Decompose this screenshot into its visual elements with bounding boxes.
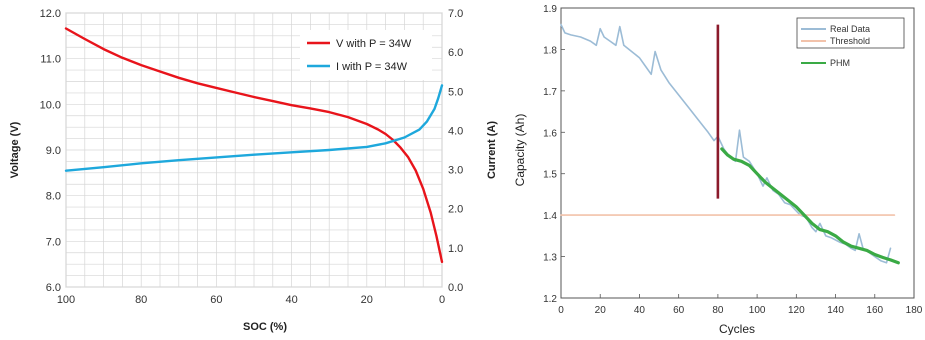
right-x-tick-label: 20 [595,305,607,316]
right-x-tick-label: 120 [788,305,805,316]
right-chart: 1.2 1.3 1.4 1.5 1.6 1.7 1.8 1.9 0 20 40 60 80 100 120… [513,4,923,336]
current-series-line [64,84,444,172]
left-x-tick-label: 0 [439,294,445,306]
right-x-tick-label: 0 [558,305,564,316]
right-x-tick-label: 100 [749,305,766,316]
right-x-tick-label: 40 [634,305,646,316]
left-legend-box [300,30,432,80]
phm-series-line [720,147,900,265]
left-legend: V with P = 34W I with P = 34W [300,30,432,80]
left-y-tick-label: 10.0 [40,99,61,111]
right-series [560,23,900,265]
left-y-axis-title: Voltage (V) [9,121,21,178]
right-y-tick-label: 1.3 [543,253,557,264]
legend-label-current: I with P = 34W [336,61,408,73]
left-y-ticks: 6.0 7.0 8.0 9.0 10.0 11.0 12.0 [40,8,61,294]
left-y2-tick-label: 4.0 [448,125,463,137]
left-y2-tick-label: 3.0 [448,165,463,177]
right-x-tick-label: 80 [712,305,724,316]
left-x-tick-label: 40 [285,294,297,306]
left-series [64,27,444,264]
right-y-tick-label: 1.9 [543,4,557,15]
left-gridlines [65,12,443,288]
right-y-tick-label: 1.2 [543,294,557,305]
left-y2-tick-label: 5.0 [448,86,463,98]
right-x-tick-label: 140 [827,305,844,316]
right-y-axis-title: Capacity (Ah) [513,114,527,187]
legend-label-real-data: Real Data [830,24,870,34]
left-y2-ticks: 0.0 1.0 2.0 3.0 4.0 5.0 6.0 7.0 [448,8,463,294]
left-y2-tick-label: 7.0 [448,8,463,20]
left-x-tick-label: 60 [210,294,222,306]
left-y-tick-label: 12.0 [40,8,61,20]
right-x-axis-title: Cycles [719,322,755,335]
left-y2-tick-label: 0.0 [448,282,463,294]
right-x-tick-label: 60 [673,305,685,316]
right-x-tick-label: 160 [866,305,883,316]
right-x-tick-label: 180 [906,305,923,316]
right-y-tick-label: 1.6 [543,128,557,139]
right-y-tick-label: 1.4 [543,211,557,222]
legend-label-threshold: Threshold [830,36,870,46]
right-y-tick-label: 1.8 [543,45,557,56]
left-y-tick-label: 6.0 [46,282,61,294]
right-plot-area [560,7,915,299]
right-y-tick-label: 1.7 [543,87,557,98]
left-y-tick-label: 9.0 [46,145,61,157]
left-y2-tick-label: 2.0 [448,204,463,216]
left-y-tick-label: 7.0 [46,236,61,248]
left-y2-axis-title: Current (A) [486,121,498,179]
left-y-tick-label: 11.0 [40,54,61,66]
left-x-axis-title: SOC (%) [243,321,287,333]
right-legend: Real Data Threshold PHM [796,17,905,68]
left-y-tick-label: 8.0 [46,191,61,203]
left-y2-tick-label: 1.0 [448,243,463,255]
right-y-tick-label: 1.5 [543,170,557,181]
right-legend-box [796,17,905,49]
left-x-tick-label: 20 [361,294,373,306]
left-x-ticks: 100 80 60 40 20 0 [57,294,445,306]
voltage-series-line [64,27,444,264]
right-x-ticks: 0 20 40 60 80 100 120 140 160 180 [558,294,923,316]
legend-label-voltage: V with P = 34W [336,38,412,50]
left-x-tick-label: 100 [57,294,75,306]
left-chart: 6.0 7.0 8.0 9.0 10.0 11.0 12.0 0.0 1.0 2.0 3.0 4.0… [9,8,498,333]
legend-label-phm: PHM [830,58,850,68]
left-y2-tick-label: 6.0 [448,47,463,59]
left-x-tick-label: 80 [135,294,147,306]
